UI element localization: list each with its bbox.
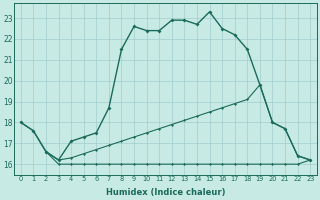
X-axis label: Humidex (Indice chaleur): Humidex (Indice chaleur)	[106, 188, 225, 197]
